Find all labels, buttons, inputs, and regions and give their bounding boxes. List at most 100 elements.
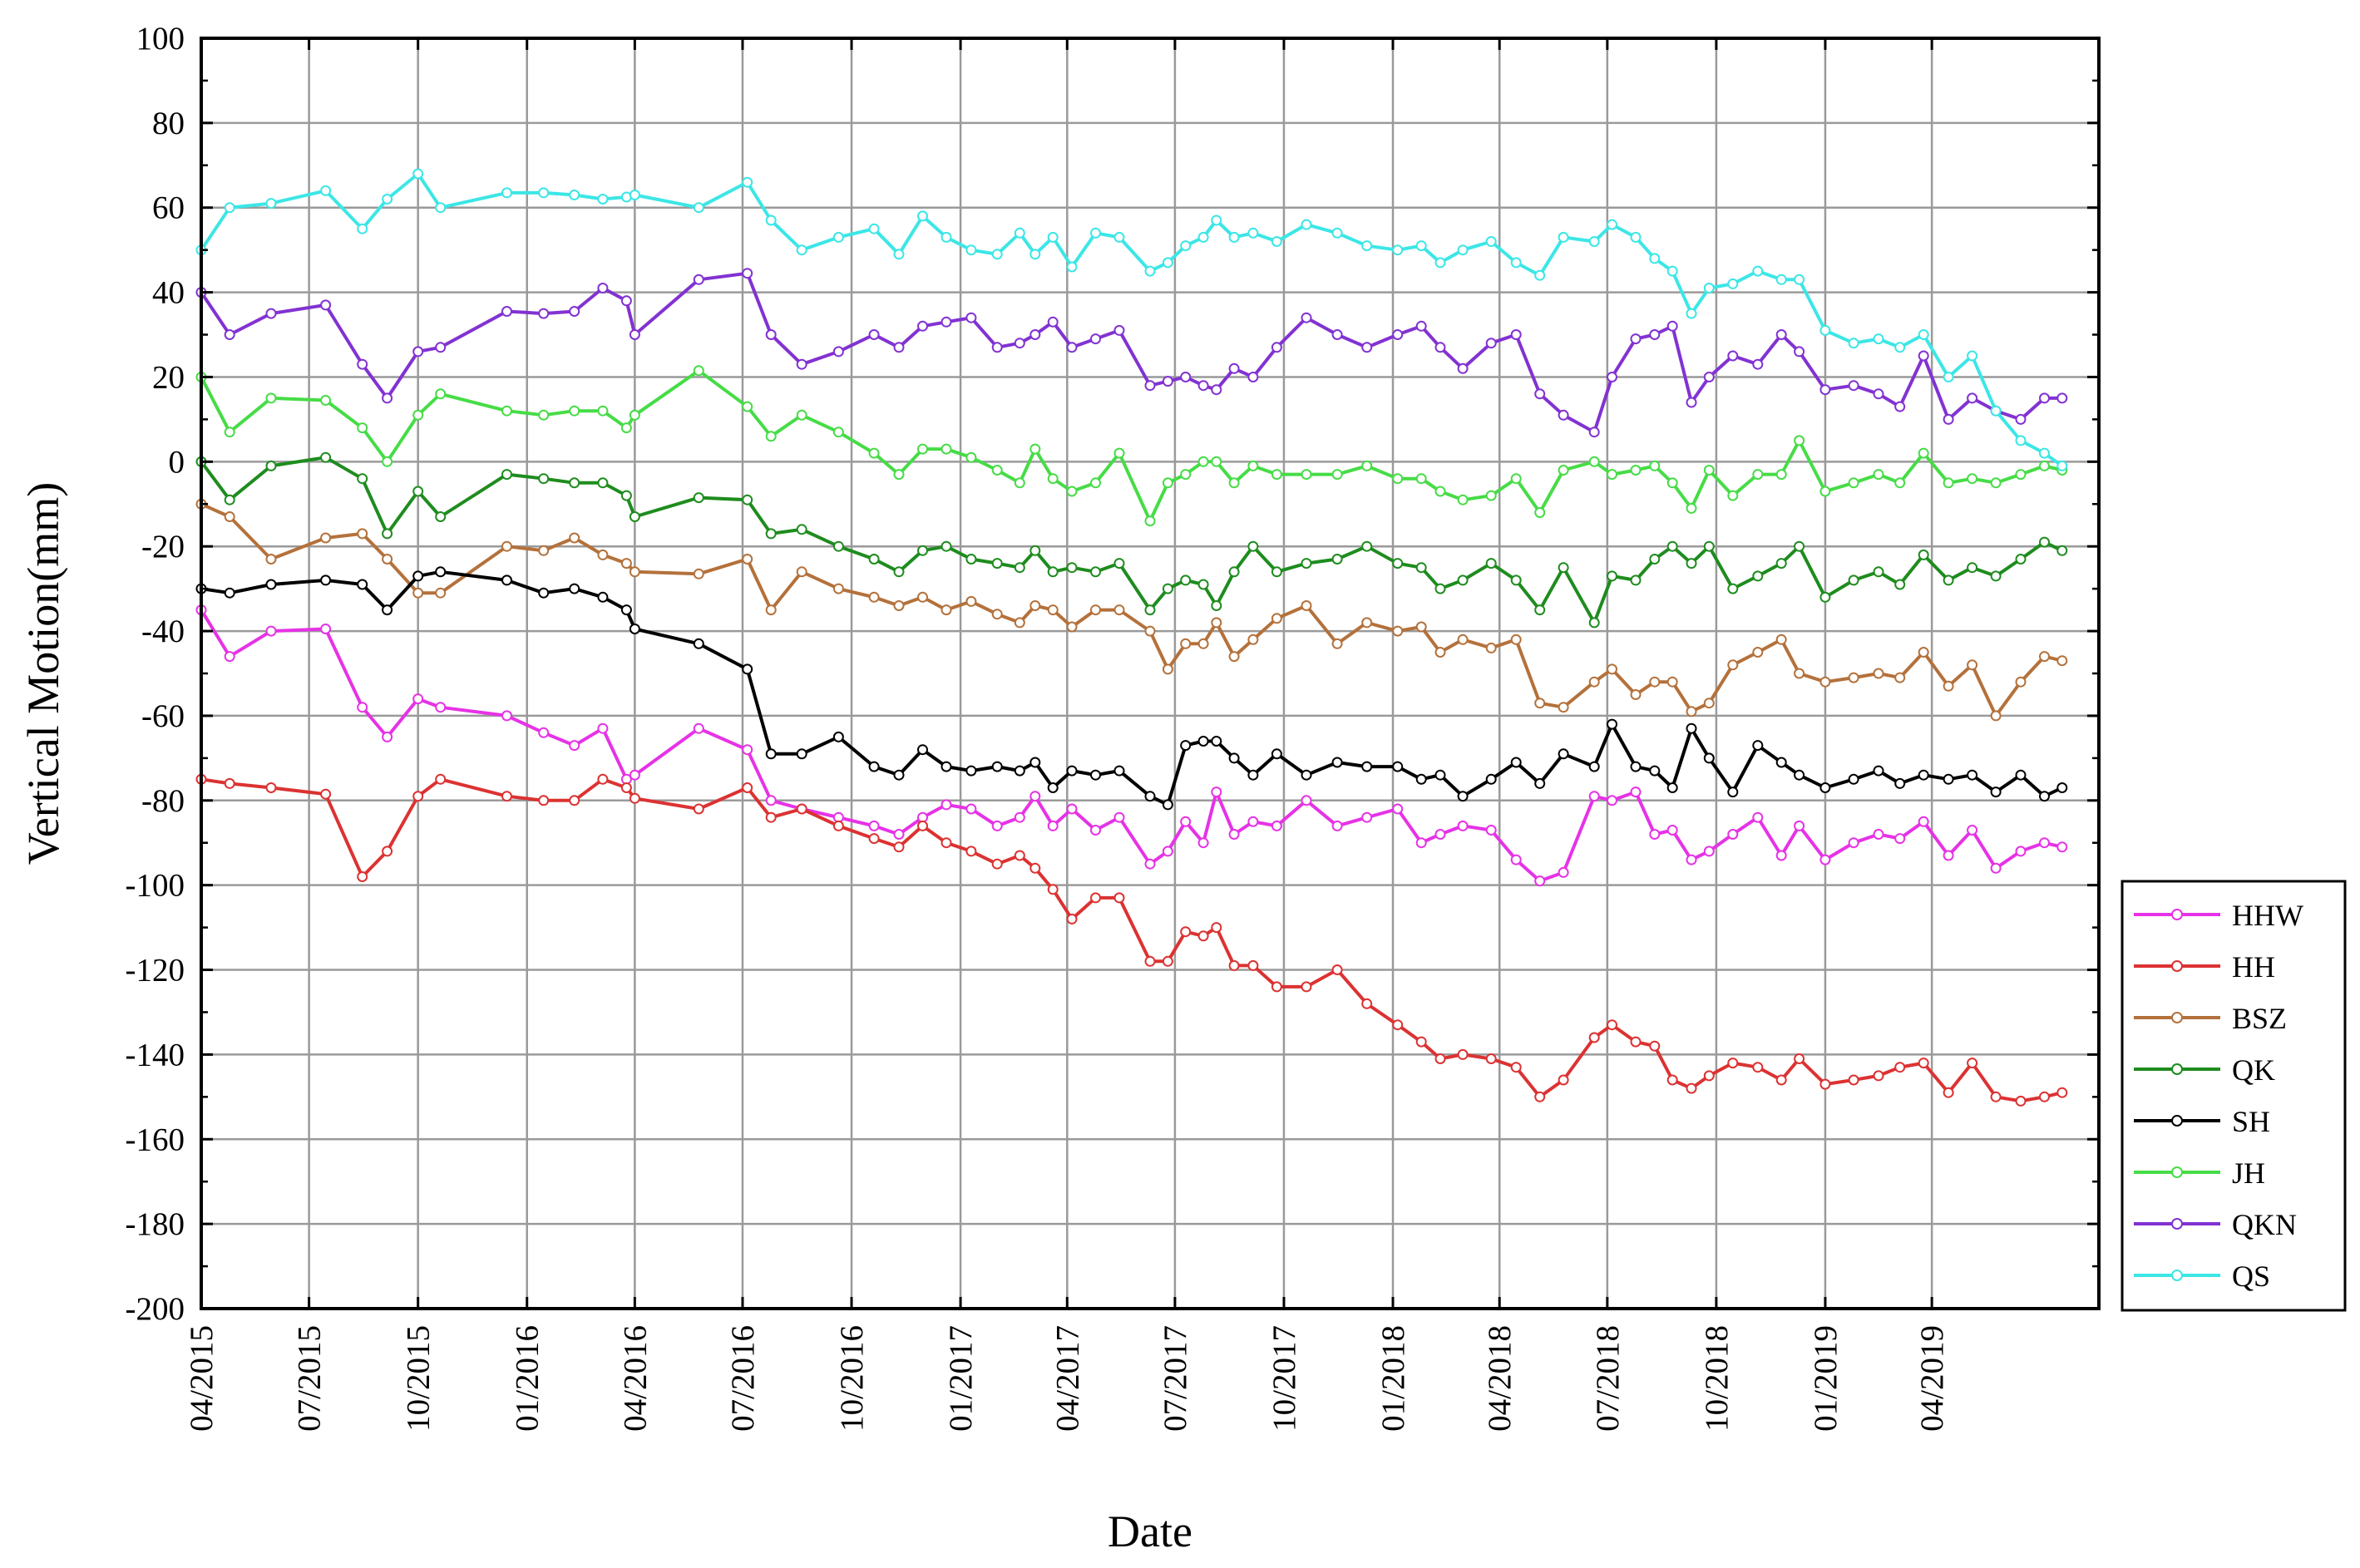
data-point-bsz xyxy=(1047,604,1059,616)
data-point-sh xyxy=(965,765,977,777)
data-point-jh xyxy=(1894,477,1906,489)
data-point-qk xyxy=(832,540,844,552)
data-point-hh xyxy=(224,777,235,789)
data-point-hhw xyxy=(1271,820,1282,831)
data-point-qkn xyxy=(1894,401,1906,412)
data-point-bsz xyxy=(1113,604,1125,616)
data-point-hh xyxy=(868,833,880,845)
y-tick-label: -100 xyxy=(126,868,185,904)
data-point-hh xyxy=(991,858,1003,870)
data-point-hhw xyxy=(1727,829,1739,840)
data-point-hhw xyxy=(1434,829,1446,840)
data-point-jh xyxy=(1703,465,1715,476)
data-point-qkn xyxy=(1918,350,1929,362)
data-point-qk xyxy=(1607,570,1617,582)
data-point-qs xyxy=(1197,231,1209,243)
data-point-sh xyxy=(1630,761,1642,772)
data-point-hhw xyxy=(1485,825,1497,836)
data-point-hh xyxy=(382,846,393,857)
data-point-bsz xyxy=(382,554,393,565)
data-point-hh xyxy=(412,791,424,802)
data-point-sh xyxy=(569,583,580,594)
data-point-qk xyxy=(382,528,393,540)
data-point-hh xyxy=(1848,1074,1859,1086)
x-tick-label: 04/2016 xyxy=(617,1325,653,1432)
data-point-qkn xyxy=(2039,392,2050,404)
data-point-qs xyxy=(1819,324,1831,336)
data-point-qkn xyxy=(832,346,844,357)
data-point-bsz xyxy=(832,583,844,594)
data-point-qs xyxy=(1331,227,1343,239)
data-point-hhw xyxy=(2056,841,2068,853)
data-point-sh xyxy=(1211,736,1222,747)
data-point-hh xyxy=(1510,1062,1522,1073)
data-point-hh xyxy=(1144,955,1156,967)
data-point-qs xyxy=(501,187,512,199)
data-point-hhw xyxy=(765,795,777,806)
data-point-hh xyxy=(501,791,512,802)
data-point-qs xyxy=(1727,278,1739,289)
data-point-jh xyxy=(224,427,235,438)
data-point-qkn xyxy=(1144,380,1156,392)
data-point-hhw xyxy=(1247,816,1259,827)
series-line-hhw xyxy=(200,609,2063,883)
series-jh xyxy=(195,365,2068,527)
data-point-hhw xyxy=(1228,829,1240,840)
data-point-qk xyxy=(1029,545,1041,556)
data-point-hh xyxy=(1819,1078,1831,1090)
data-point-qkn xyxy=(629,329,640,340)
x-tick-label: 10/2018 xyxy=(1699,1325,1735,1432)
data-point-hhw xyxy=(1918,816,1929,827)
data-point-hh xyxy=(1558,1074,1569,1086)
data-point-qk xyxy=(1727,583,1739,594)
data-point-qk xyxy=(1211,600,1222,611)
data-point-hh xyxy=(1197,930,1209,942)
data-point-hhw xyxy=(1703,846,1715,857)
data-point-qkn xyxy=(1649,329,1661,340)
data-point-qkn xyxy=(265,308,277,319)
data-point-qs xyxy=(1558,231,1569,243)
y-tick-label: -160 xyxy=(126,1122,185,1157)
data-point-bsz xyxy=(1775,634,1787,645)
data-point-hhw xyxy=(1873,829,1884,840)
data-point-bsz xyxy=(2056,655,2068,667)
data-point-bsz xyxy=(1162,663,1173,675)
data-point-hhw xyxy=(1457,820,1469,831)
data-point-hhw xyxy=(1990,862,2002,874)
data-point-qkn xyxy=(742,268,753,279)
data-point-bsz xyxy=(796,566,807,578)
data-point-hh xyxy=(832,820,844,831)
legend-label-qs: QS xyxy=(2232,1260,2270,1293)
data-point-qkn xyxy=(1848,380,1859,392)
data-point-qs xyxy=(1588,236,1600,247)
data-point-qk xyxy=(1819,591,1831,603)
data-point-qkn xyxy=(991,342,1003,353)
x-axis-title: Date xyxy=(1108,1506,1192,1556)
data-point-bsz xyxy=(629,566,640,578)
data-point-qk xyxy=(1894,579,1906,590)
data-point-bsz xyxy=(1301,600,1312,611)
data-point-qk xyxy=(569,477,580,489)
data-point-hhw xyxy=(2015,846,2027,857)
data-point-qk xyxy=(1331,554,1343,565)
data-point-qk xyxy=(1967,562,1978,574)
data-point-hhw xyxy=(965,803,977,815)
data-point-qkn xyxy=(941,316,952,328)
data-point-bsz xyxy=(1794,668,1805,679)
data-point-hh xyxy=(2056,1087,2068,1098)
data-point-qs xyxy=(435,202,447,214)
data-point-qs xyxy=(1228,231,1240,243)
data-point-hhw xyxy=(1666,825,1678,836)
x-tick-label: 01/2017 xyxy=(943,1325,979,1432)
data-point-sh xyxy=(1873,765,1884,777)
data-point-bsz xyxy=(1630,689,1642,700)
data-point-sh xyxy=(2056,782,2068,793)
data-point-sh xyxy=(765,748,777,760)
data-point-bsz xyxy=(1990,710,2002,722)
data-point-hhw xyxy=(435,702,447,713)
data-point-jh xyxy=(1727,490,1739,501)
data-point-hh xyxy=(1649,1040,1661,1052)
data-point-bsz xyxy=(1703,698,1715,709)
data-point-qs xyxy=(742,176,753,188)
data-point-qkn xyxy=(1510,329,1522,340)
